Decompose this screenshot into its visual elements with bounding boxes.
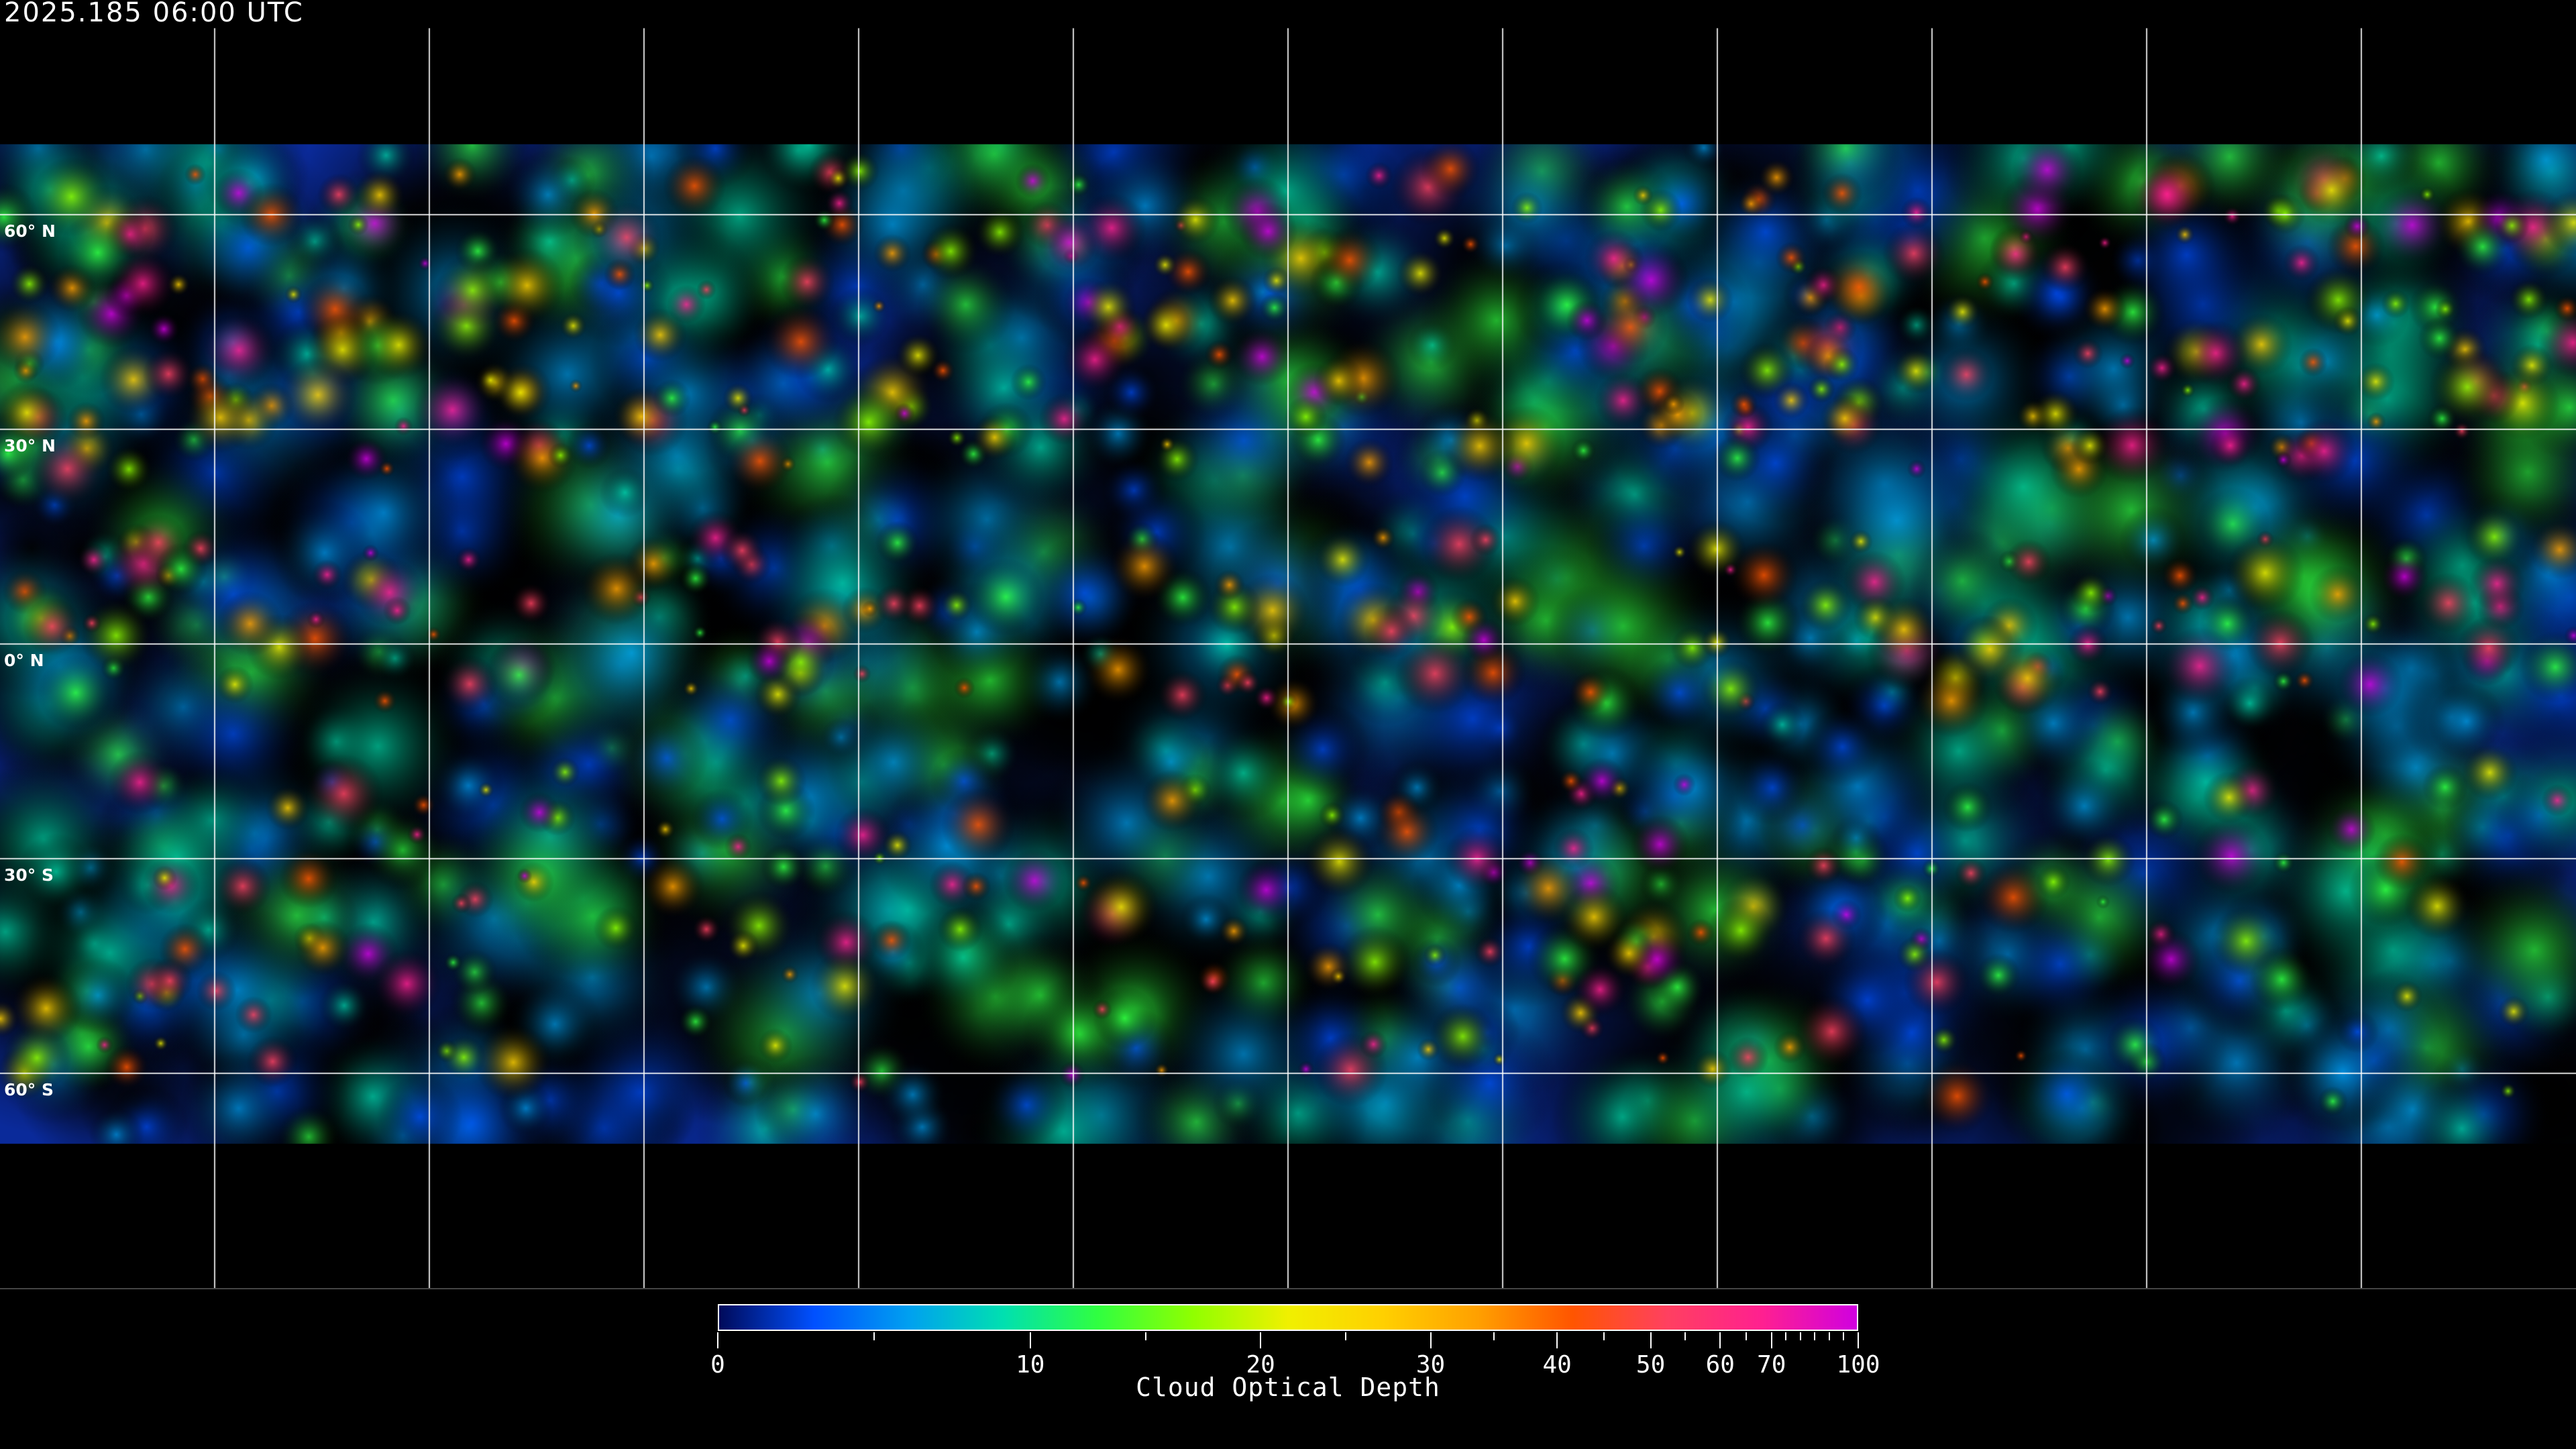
cloud-optical-depth-map: 2025.185 06:00 UTC 60° N 30° N 0° N 30° … [0,0,2576,1288]
colorbar-minor-tick [873,1332,875,1340]
colorbar-tick-label: 100 [1836,1351,1880,1379]
colorbar-major-tick [1029,1332,1031,1348]
colorbar-label: Cloud Optical Depth [1136,1373,1440,1402]
colorbar-minor-tick [1799,1332,1801,1340]
colorbar-minor-tick [1344,1332,1346,1340]
colorbar-minor-tick [1603,1332,1605,1340]
colorbar-major-tick [1650,1332,1652,1348]
colorbar-tick-label: 50 [1635,1351,1666,1379]
colorbar-minor-tick [1843,1332,1845,1340]
colorbar-major-tick [1719,1332,1721,1348]
colorbar-minor-tick [1814,1332,1816,1340]
colorbar-minor-tick [1493,1332,1495,1340]
lat-label-60s: 60° S [4,1080,54,1099]
colorbar-major-tick [717,1332,718,1348]
colorbar-minor-tick [1828,1332,1830,1340]
colorbar-major-tick [1260,1332,1262,1348]
colorbar-tick-label: 0 [710,1351,725,1379]
colorbar-major-tick [1556,1332,1558,1348]
colorbar-tick-label: 60 [1705,1351,1735,1379]
timestamp-title: 2025.185 06:00 UTC [4,0,304,28]
colorbar-minor-tick [1684,1332,1686,1340]
colorbar [718,1304,1858,1331]
colorbar-tick-label: 10 [1016,1351,1045,1379]
colorbar-minor-tick [1745,1332,1747,1340]
colorbar-major-tick [1858,1332,1859,1348]
colorbar-ticks: 0 10 20 30 40 50 60 70 100 [710,1332,1880,1413]
colorbar-major-tick [1770,1332,1772,1348]
colorbar-tick-label: 70 [1757,1351,1786,1379]
lat-label-0n: 0° N [4,651,44,670]
colorbar-tick-label: 30 [1415,1351,1446,1379]
map-bottom-border [0,1288,2576,1289]
colorbar-tick-label: 40 [1542,1351,1572,1379]
lat-label-30n: 30° N [4,436,56,455]
colorbar-major-tick [1430,1332,1432,1348]
lat-label-30s: 30° S [4,865,54,885]
lat-label-60n: 60° N [4,221,56,241]
cloud-field-image [0,0,2576,1288]
colorbar-minor-tick [1144,1332,1146,1340]
colorbar-minor-tick [1785,1332,1787,1340]
colorbar-tick-label: 20 [1246,1351,1275,1379]
